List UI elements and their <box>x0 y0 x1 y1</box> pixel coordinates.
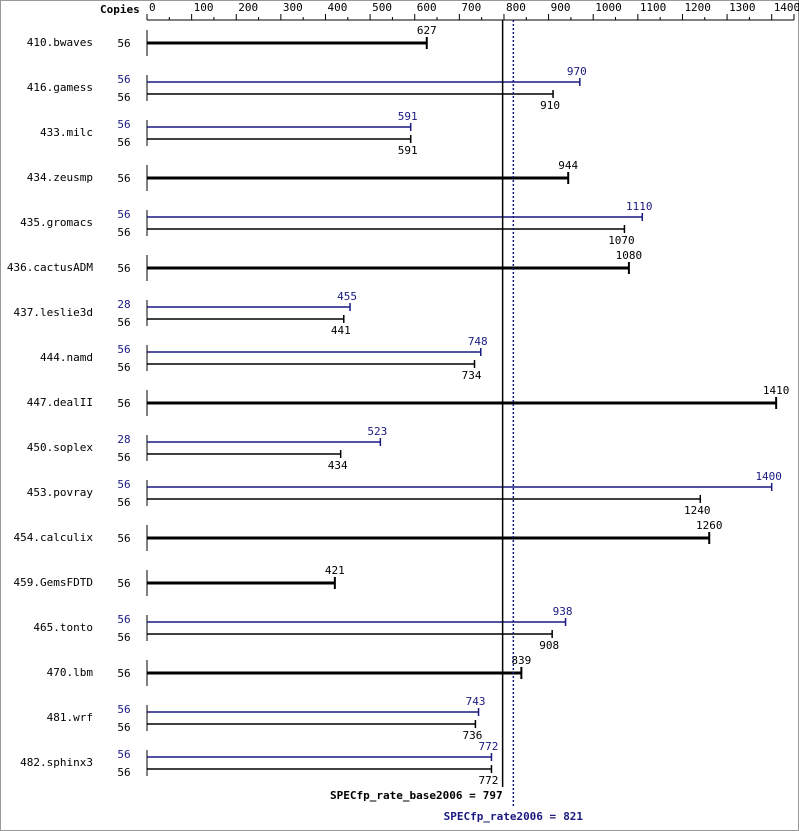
benchmark-name: 454.calculix <box>14 531 94 544</box>
benchmark-name: 436.cactusADM <box>7 261 93 274</box>
benchmark-name: 482.sphinx3 <box>20 756 93 769</box>
base-copies: 56 <box>117 721 130 734</box>
base-copies: 56 <box>117 91 130 104</box>
base-value-label: 591 <box>398 144 418 157</box>
benchmark-name: 453.povray <box>27 486 94 499</box>
base-copies: 56 <box>117 451 130 464</box>
benchmark-name: 435.gromacs <box>20 216 93 229</box>
base-value-label: 908 <box>539 639 559 652</box>
benchmark-name: 444.namd <box>40 351 93 364</box>
peak-value-label: 1110 <box>626 200 653 213</box>
peak-copies: 56 <box>117 118 130 131</box>
x-tick-label: 500 <box>372 1 392 14</box>
base-value-label: 910 <box>540 99 560 112</box>
base-copies: 56 <box>117 316 130 329</box>
peak-value-label: 970 <box>567 65 587 78</box>
x-tick-label: 1300 <box>729 1 756 14</box>
base-value-label: 627 <box>417 24 437 37</box>
base-value-label: 944 <box>558 159 578 172</box>
x-tick-label: 800 <box>506 1 526 14</box>
peak-value-label: 743 <box>466 695 486 708</box>
benchmark-name: 410.bwaves <box>27 36 93 49</box>
base-value-label: 734 <box>462 369 482 382</box>
peak-value-label: 772 <box>479 740 499 753</box>
base-value-label: 736 <box>462 729 482 742</box>
x-tick-label: 200 <box>238 1 258 14</box>
base-value-label: 1080 <box>616 249 643 262</box>
peak-ref-label: SPECfp_rate2006 = 821 <box>444 810 584 823</box>
benchmark-name: 459.GemsFDTD <box>14 576 93 589</box>
base-value-label: 839 <box>511 654 531 667</box>
x-tick-label: 1200 <box>684 1 711 14</box>
x-tick-label: 100 <box>194 1 214 14</box>
benchmark-name: 481.wrf <box>47 711 93 724</box>
copies-header: Copies <box>100 3 140 16</box>
x-tick-label: 0 <box>149 1 156 14</box>
benchmark-name: 434.zeusmp <box>27 171 93 184</box>
base-copies: 56 <box>117 172 130 185</box>
base-ref-text: SPECfp_rate_base2006 = <box>330 789 476 802</box>
x-tick-label: 400 <box>327 1 347 14</box>
benchmark-name: 470.lbm <box>47 666 94 679</box>
x-tick-label: 1450 <box>796 1 799 14</box>
benchmark-name: 465.tonto <box>33 621 93 634</box>
x-tick-label: 600 <box>417 1 437 14</box>
base-copies: 56 <box>117 667 130 680</box>
base-copies: 56 <box>117 136 130 149</box>
peak-copies: 28 <box>117 433 130 446</box>
base-value-label: 421 <box>325 564 345 577</box>
x-tick-label: 1000 <box>595 1 622 14</box>
benchmark-name: 450.soplex <box>27 441 94 454</box>
base-copies: 56 <box>117 361 130 374</box>
peak-copies: 56 <box>117 208 130 221</box>
peak-ref-value: 821 <box>563 810 583 823</box>
benchmark-name: 416.gamess <box>27 81 93 94</box>
peak-copies: 56 <box>117 478 130 491</box>
base-ref-label: SPECfp_rate_base2006 = 797 <box>330 789 503 802</box>
base-copies: 56 <box>117 226 130 239</box>
base-copies: 56 <box>117 532 130 545</box>
base-copies: 56 <box>117 262 130 275</box>
base-copies: 56 <box>117 397 130 410</box>
peak-value-label: 455 <box>337 290 357 303</box>
base-value-label: 1070 <box>608 234 635 247</box>
base-value-label: 772 <box>479 774 499 787</box>
peak-value-label: 748 <box>468 335 488 348</box>
base-copies: 56 <box>117 766 130 779</box>
base-copies: 56 <box>117 37 130 50</box>
peak-copies: 56 <box>117 748 130 761</box>
peak-value-label: 1400 <box>755 470 782 483</box>
benchmark-name: 433.milc <box>40 126 93 139</box>
peak-value-label: 591 <box>398 110 418 123</box>
benchmark-name: 447.dealII <box>27 396 93 409</box>
base-value-label: 434 <box>328 459 348 472</box>
peak-value-label: 523 <box>367 425 387 438</box>
base-value-label: 1410 <box>763 384 790 397</box>
base-ref-value: 797 <box>483 789 503 802</box>
x-tick-label: 300 <box>283 1 303 14</box>
base-copies: 56 <box>117 496 130 509</box>
peak-copies: 56 <box>117 73 130 86</box>
base-value-label: 441 <box>331 324 351 337</box>
benchmark-name: 437.leslie3d <box>14 306 93 319</box>
base-copies: 56 <box>117 631 130 644</box>
x-tick-label: 1400 <box>774 1 799 14</box>
peak-ref-text: SPECfp_rate2006 = <box>444 810 557 823</box>
base-value-label: 1260 <box>696 519 723 532</box>
x-tick-label: 700 <box>461 1 481 14</box>
peak-copies: 56 <box>117 703 130 716</box>
base-value-label: 1240 <box>684 504 711 517</box>
peak-value-label: 938 <box>553 605 573 618</box>
peak-copies: 56 <box>117 343 130 356</box>
base-copies: 56 <box>117 577 130 590</box>
peak-copies: 56 <box>117 613 130 626</box>
peak-copies: 28 <box>117 298 130 311</box>
x-tick-label: 1100 <box>640 1 667 14</box>
x-tick-label: 900 <box>551 1 571 14</box>
